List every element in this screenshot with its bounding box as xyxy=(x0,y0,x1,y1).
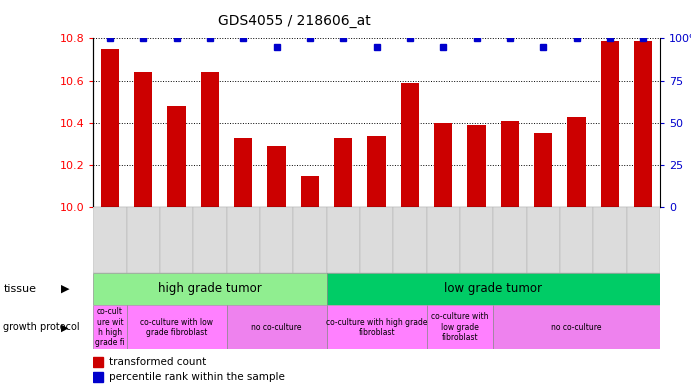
Bar xyxy=(93,305,126,349)
Bar xyxy=(160,207,193,273)
Text: no co-culture: no co-culture xyxy=(252,323,302,332)
Bar xyxy=(227,207,260,273)
Bar xyxy=(234,137,252,207)
Bar xyxy=(126,305,227,349)
Bar xyxy=(301,175,319,207)
Bar xyxy=(627,207,660,273)
Bar xyxy=(393,207,426,273)
Bar xyxy=(434,123,453,207)
Bar xyxy=(201,72,219,207)
Text: transformed count: transformed count xyxy=(109,357,207,367)
Bar xyxy=(93,357,104,367)
Text: co-culture with high grade
fibroblast: co-culture with high grade fibroblast xyxy=(326,318,427,337)
Text: high grade tumor: high grade tumor xyxy=(158,283,262,295)
Text: ▶: ▶ xyxy=(61,284,69,294)
Bar xyxy=(368,136,386,207)
Text: low grade tumor: low grade tumor xyxy=(444,283,542,295)
Bar xyxy=(126,207,160,273)
Bar xyxy=(260,207,293,273)
Bar xyxy=(327,305,426,349)
Bar xyxy=(493,305,660,349)
Bar xyxy=(560,207,594,273)
Bar xyxy=(401,83,419,207)
Bar xyxy=(493,207,527,273)
Bar xyxy=(600,41,619,207)
Bar xyxy=(267,146,286,207)
Bar xyxy=(534,134,552,207)
Bar xyxy=(193,207,227,273)
Text: co-culture with
low grade
fibroblast: co-culture with low grade fibroblast xyxy=(431,313,489,342)
Bar xyxy=(594,207,627,273)
Bar xyxy=(527,207,560,273)
Bar xyxy=(501,121,519,207)
Text: ▶: ▶ xyxy=(61,322,68,333)
Bar xyxy=(426,305,493,349)
Bar xyxy=(134,72,153,207)
Text: growth protocol: growth protocol xyxy=(3,322,80,333)
Text: co-cult
ure wit
h high
grade fi: co-cult ure wit h high grade fi xyxy=(95,307,125,348)
Bar xyxy=(467,125,486,207)
Bar xyxy=(334,137,352,207)
Bar xyxy=(327,207,360,273)
Text: tissue: tissue xyxy=(3,284,37,294)
Bar xyxy=(327,273,660,305)
Bar xyxy=(93,372,104,382)
Bar xyxy=(101,49,119,207)
Bar xyxy=(227,305,327,349)
Text: percentile rank within the sample: percentile rank within the sample xyxy=(109,372,285,382)
Bar xyxy=(426,207,460,273)
Bar xyxy=(460,207,493,273)
Bar xyxy=(567,117,586,207)
Text: co-culture with low
grade fibroblast: co-culture with low grade fibroblast xyxy=(140,318,213,337)
Bar xyxy=(93,207,126,273)
Text: no co-culture: no co-culture xyxy=(551,323,602,332)
Text: GDS4055 / 218606_at: GDS4055 / 218606_at xyxy=(218,14,370,28)
Bar xyxy=(634,41,652,207)
Bar xyxy=(93,273,327,305)
Bar xyxy=(167,106,186,207)
Bar xyxy=(293,207,327,273)
Bar xyxy=(360,207,393,273)
